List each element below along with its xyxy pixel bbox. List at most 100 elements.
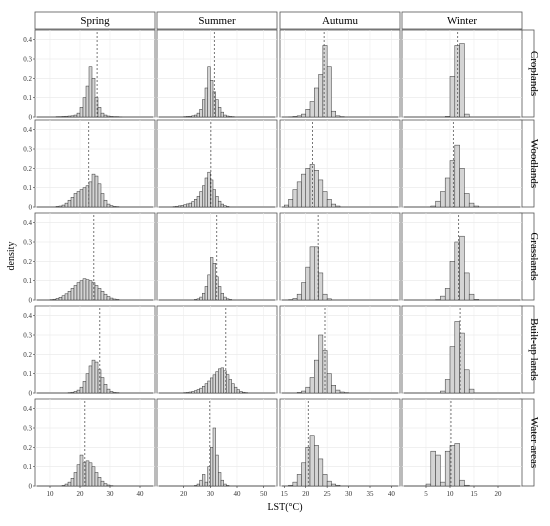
x-tick-label: 30 [345, 490, 353, 498]
histogram-bar [199, 191, 203, 208]
x-axis-title: LST(°C) [267, 502, 302, 513]
histogram-bar [464, 113, 470, 118]
x-tick-label: 20 [180, 490, 188, 498]
histogram-bar [103, 199, 108, 208]
histogram-bar [88, 462, 93, 487]
histogram-bar [449, 160, 456, 208]
histogram-bar [239, 391, 243, 394]
histogram-bar [70, 288, 75, 301]
x-tick-label: 30 [207, 490, 215, 498]
panel-water-areas-winter [401, 398, 523, 487]
histogram-bar [318, 334, 324, 394]
histogram-bar [326, 66, 332, 118]
histogram-bar [218, 368, 222, 394]
histogram-bar [207, 274, 211, 301]
panel-woodlands-autumu [279, 119, 401, 208]
histogram-bar [322, 45, 328, 118]
histogram-bar [106, 484, 111, 487]
histogram-bar [301, 113, 306, 118]
histogram-bar [103, 293, 108, 301]
panel-croplands-winter [401, 29, 523, 118]
histogram-bar [305, 447, 311, 487]
histogram-bar [97, 107, 102, 118]
histogram-bar [296, 474, 302, 487]
histogram-bar [301, 390, 306, 394]
histogram-bar [79, 280, 84, 301]
histogram-bar [331, 385, 336, 394]
histogram-bar [191, 115, 195, 118]
row-strip-water-areas: Water areas [519, 398, 540, 487]
panel-water-areas-spring [34, 398, 156, 487]
histogram-bar [73, 285, 78, 301]
histogram-bar [106, 388, 111, 394]
column-strip-label: Autumu [322, 15, 359, 27]
histogram-bar [288, 199, 294, 208]
histogram-bar [220, 203, 224, 208]
histogram-bar [204, 481, 208, 487]
histogram-bar [231, 383, 235, 394]
panel-grasslands-winter [401, 212, 523, 301]
row-strip-label: Croplands [528, 51, 540, 96]
histogram-bar [314, 359, 319, 394]
histogram-bar [188, 391, 192, 394]
histogram-bar [94, 472, 99, 487]
panel-built-up-lands-winter [401, 305, 523, 394]
histogram-bar [196, 483, 200, 487]
histogram-bar [459, 168, 465, 208]
histogram-bar [61, 204, 66, 208]
histogram-bar [188, 115, 192, 118]
histogram-bar [202, 99, 206, 118]
histogram-bar [112, 298, 117, 301]
histogram-bar [91, 173, 96, 208]
histogram-bar [202, 385, 206, 394]
histogram-bar [335, 389, 341, 394]
histogram-bar [309, 101, 315, 118]
histogram-bar [212, 427, 216, 487]
row-strip-label: Water areas [528, 417, 540, 468]
panel-frame [279, 305, 401, 394]
histogram-bar [196, 112, 200, 118]
histogram-bar [103, 114, 108, 118]
histogram-bar [215, 99, 219, 118]
histogram-bar [207, 171, 211, 208]
panel-frame [156, 119, 278, 208]
histogram-bar [85, 373, 90, 394]
row-strip-grasslands: Grasslands [519, 212, 540, 301]
histogram-bar [79, 189, 84, 208]
histogram-bar [109, 116, 114, 118]
column-strip-box [34, 11, 156, 30]
histogram-bar [430, 450, 436, 487]
histogram-bar [70, 478, 75, 487]
x-tick-label: 10 [447, 490, 455, 498]
histogram-bar [73, 193, 78, 208]
histogram-bar [301, 462, 306, 487]
histogram-bar [236, 389, 240, 394]
histogram-bar [91, 359, 96, 394]
y-tick-label: 0.4 [23, 219, 32, 227]
column-strip-box [401, 11, 523, 30]
histogram-bar [449, 261, 456, 301]
histogram-bar [70, 115, 75, 118]
histogram-bar [82, 97, 87, 118]
x-tick-label: 10 [47, 490, 55, 498]
histogram-bar [85, 279, 90, 301]
histogram-bar [212, 374, 216, 394]
histogram-bar [61, 485, 66, 487]
histogram-bar [326, 199, 332, 208]
histogram-bar [94, 97, 99, 118]
column-strip-box [279, 11, 401, 30]
histogram-bar [305, 168, 311, 208]
histogram-bar [223, 114, 227, 118]
histogram-bar [296, 293, 302, 301]
histogram-bar [85, 460, 90, 487]
y-tick-label: 0 [29, 204, 33, 212]
histogram-bar [331, 203, 336, 208]
histogram-bar [199, 479, 203, 487]
histogram-bar [449, 346, 456, 394]
histogram-bar [199, 387, 203, 394]
column-strip-label: Summer [198, 15, 236, 27]
histogram-bar [440, 191, 446, 208]
histogram-bar [288, 484, 294, 487]
histogram-bar [309, 164, 315, 208]
y-tick-label: 0.3 [23, 239, 32, 247]
